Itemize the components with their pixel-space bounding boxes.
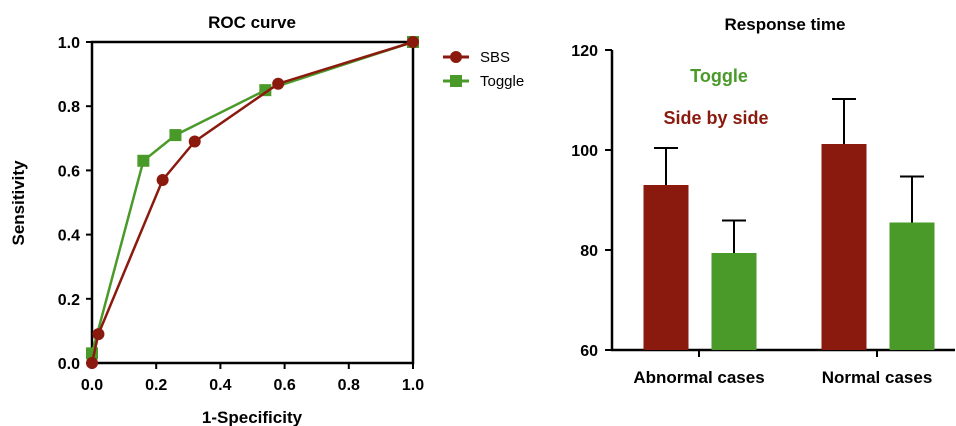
roc-toggle-point	[169, 129, 182, 142]
roc-sbs-point	[86, 357, 98, 369]
roc-series-toggle-line	[90, 40, 414, 354]
bar-y-tick-label: 60	[580, 343, 598, 360]
roc-y-tick-label: 0.4	[58, 228, 80, 245]
bar-y-tick-label: 120	[571, 43, 598, 60]
bar-category-label: Normal cases	[822, 368, 933, 387]
legend-sbs-marker	[450, 51, 462, 63]
bar	[821, 144, 867, 350]
roc-plot-frame	[90, 40, 415, 365]
roc-x-tick-label: 0.6	[273, 377, 295, 394]
roc-legend: SBS Toggle	[443, 49, 524, 90]
roc-x-tick-label: 0.8	[338, 377, 360, 394]
bar	[711, 253, 757, 350]
bar	[643, 185, 689, 350]
bar-y-tick-label: 80	[580, 243, 598, 260]
bar-title: Response time	[725, 15, 846, 34]
roc-y-axis-label: Sensitivity	[9, 160, 28, 246]
roc-x-axis-label: 1-Specificity	[202, 408, 303, 426]
roc-y-tick-label: 0.6	[58, 163, 80, 180]
bar-y-tick-label: 100	[571, 143, 598, 160]
roc-y-tick-label: 1.0	[58, 35, 80, 52]
roc-y-tick-label: 0.8	[58, 99, 80, 116]
roc-y-tick-label: 0.0	[58, 356, 80, 373]
roc-x-tick-label: 1.0	[402, 377, 424, 394]
roc-x-tick-label: 0.0	[81, 377, 103, 394]
roc-series-sbs-line	[90, 40, 414, 364]
roc-toggle-point	[137, 154, 150, 167]
annotation-toggle: Toggle	[690, 66, 748, 86]
roc-title: ROC curve	[208, 13, 296, 32]
roc-x-tick-label: 0.2	[145, 377, 167, 394]
annotation-side-by-side: Side by side	[663, 108, 768, 128]
roc-sbs-point	[156, 174, 169, 187]
roc-x-tick-label: 0.4	[209, 377, 231, 394]
legend-sbs-label: SBS	[480, 49, 510, 66]
roc-sbs-point	[407, 36, 419, 48]
legend-toggle-label: Toggle	[480, 73, 524, 90]
bar	[889, 222, 935, 350]
legend-toggle-marker	[450, 75, 462, 87]
roc-sbs-point	[272, 77, 285, 90]
roc-sbs-point	[92, 328, 105, 341]
roc-sbs-point	[188, 135, 201, 148]
bar-category-label: Abnormal cases	[633, 368, 764, 387]
roc-y-tick-label: 0.2	[58, 292, 80, 309]
roc-toggle-point	[259, 84, 272, 97]
